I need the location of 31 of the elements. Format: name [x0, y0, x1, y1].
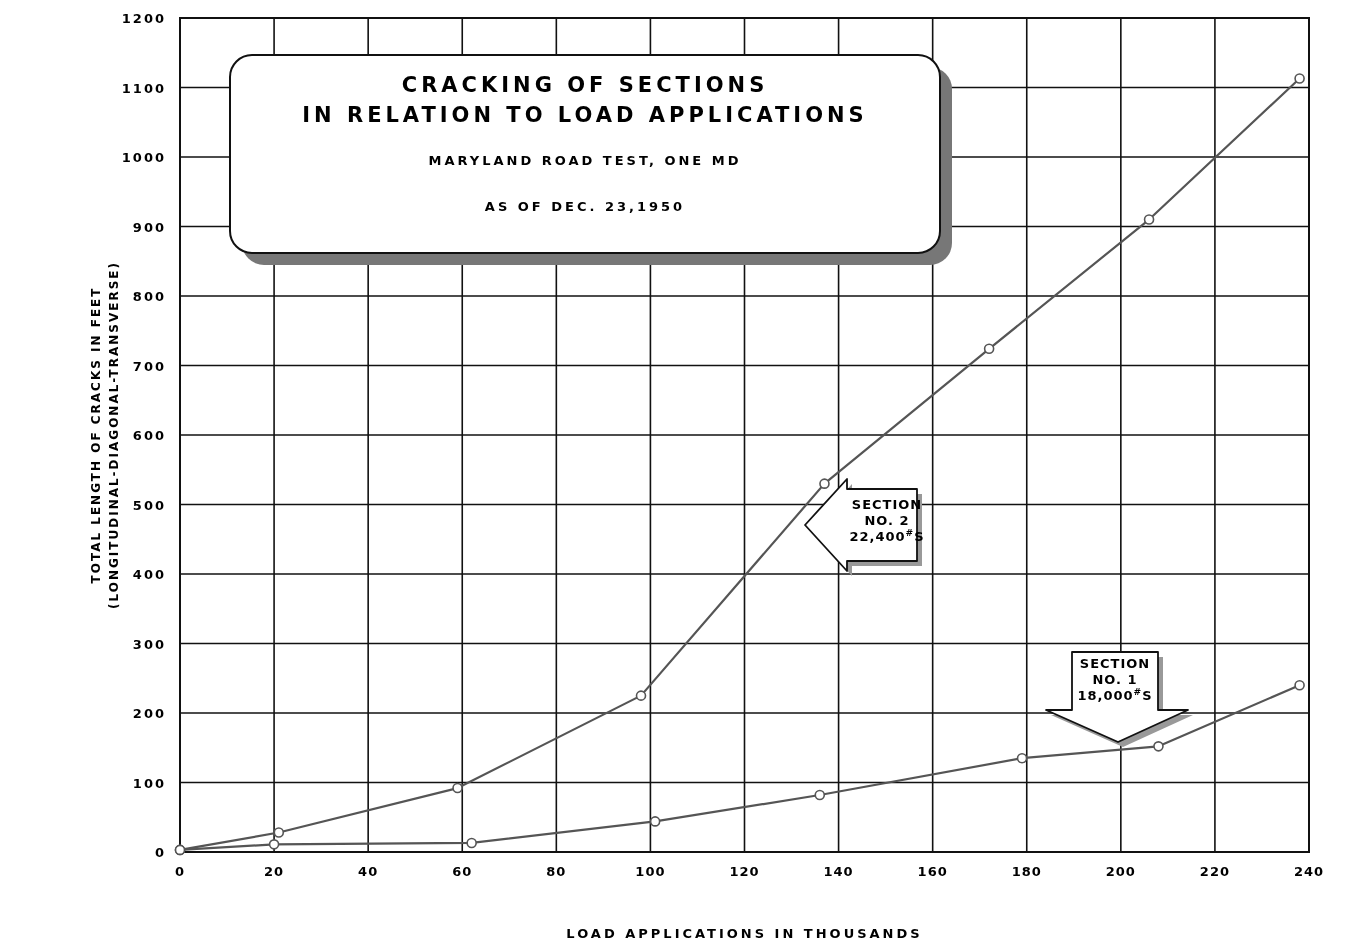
x-axis-title: LOAD APPLICATIONS IN THOUSANDS	[566, 926, 923, 941]
x-tick-label: 0	[174, 864, 186, 879]
x-tick-label: 80	[546, 864, 567, 879]
x-tick-label: 40	[358, 864, 379, 879]
y-tick-label: 800	[132, 289, 166, 304]
annotation: SECTION NO. 1 18,000$^{#}$S	[1077, 656, 1153, 703]
y-tick-label: 300	[132, 636, 166, 652]
x-tick-label: 120	[729, 864, 760, 879]
x-tick-label: 20	[264, 864, 285, 879]
x-tick-label: 140	[823, 864, 854, 879]
x-tick-label: 100	[635, 864, 666, 879]
y-tick-label: 900	[132, 219, 166, 235]
x-tick-label: 220	[1199, 864, 1230, 879]
y-tick-label: 600	[132, 428, 166, 443]
x-tick-label: 160	[917, 864, 948, 879]
y-tick-label: 1100	[121, 80, 166, 96]
x-tick-label: 180	[1011, 864, 1042, 879]
x-tick-label: 200	[1105, 864, 1136, 879]
y-tick-label: 1000	[121, 150, 166, 165]
x-tick-label: 240	[1293, 864, 1325, 879]
y-tick-label: 700	[132, 358, 166, 374]
y-tick-label: 100	[132, 775, 166, 791]
y-tick-label: 1200	[121, 11, 166, 26]
y-tick-label: 400	[132, 567, 166, 582]
y-tick-label: 0	[154, 845, 166, 860]
y-tick-label: 200	[132, 706, 166, 721]
text: CRACKING OF SECTIONS IN RELATION TO LOAD APPLICATIONS	[302, 73, 868, 127]
y-tick-label: 500	[132, 497, 166, 513]
text: MARYLAND ROAD TEST, ONE MD AS OF DEC. 23,1950	[428, 153, 742, 214]
x-tick-label: 60	[452, 864, 473, 879]
y-axis-title: TOTAL LENGTH OF CRACKS IN FEET (LONGITUDINAL-DIAGONAL-TRANSVERSE)	[89, 261, 121, 609]
